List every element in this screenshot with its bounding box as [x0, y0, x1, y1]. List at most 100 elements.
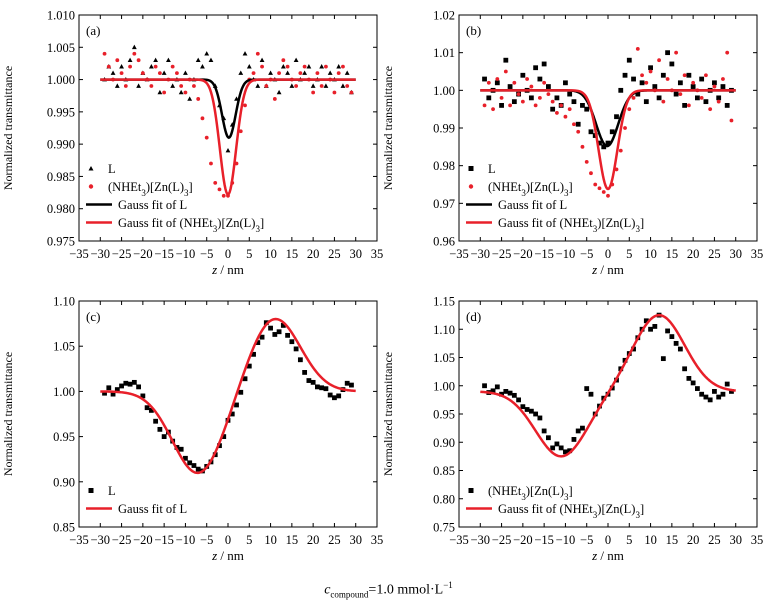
y-tick-label: 0.85 [433, 464, 455, 478]
data-point [708, 107, 713, 112]
data-point [691, 80, 696, 85]
data-point [336, 64, 342, 69]
data-point [657, 58, 661, 63]
data-point [682, 73, 687, 78]
data-point [178, 89, 184, 95]
x-tick-label: −10 [556, 247, 576, 261]
data-point [119, 71, 124, 76]
data-point [251, 71, 256, 76]
data-point [516, 397, 521, 403]
x-tick-label: 30 [349, 533, 362, 547]
data-point [558, 445, 564, 451]
data-point [246, 363, 252, 369]
data-point [110, 391, 116, 397]
x-tick-label: −15 [534, 247, 554, 261]
fit-curve [100, 317, 356, 475]
data-point [576, 129, 581, 134]
data-point [196, 97, 201, 101]
data-point [516, 92, 521, 96]
data-point [149, 84, 154, 88]
y-tick-label: 0.85 [53, 521, 75, 535]
data-point [260, 64, 264, 69]
x-tick-label: 20 [687, 247, 700, 261]
data-point [297, 357, 303, 363]
y-tick-label: 0.990 [47, 138, 75, 152]
data-point [618, 87, 624, 93]
x-tick-label: 10 [644, 533, 657, 547]
data-point [217, 187, 222, 192]
data-point [580, 425, 585, 431]
data-point [115, 58, 120, 63]
data-point [187, 460, 193, 466]
data-point [555, 111, 559, 115]
data-point [622, 72, 628, 78]
data-point [191, 463, 197, 468]
data-point [712, 84, 717, 89]
y-axis-label: Normalized transmittance [1, 66, 15, 190]
data-point [606, 193, 610, 198]
x-tick-label: 15 [286, 533, 299, 547]
data-point [550, 106, 556, 112]
y-tick-label: 1.01 [433, 46, 455, 60]
data-point [541, 428, 547, 434]
data-point [238, 70, 244, 75]
data-point [648, 69, 653, 74]
x-tick-label: 0 [225, 533, 231, 547]
data-point [652, 84, 658, 89]
data-point [580, 144, 585, 149]
x-tick-label: 20 [307, 247, 320, 261]
data-point [626, 57, 632, 63]
data-point [281, 58, 286, 63]
data-point [542, 80, 547, 85]
data-point [546, 92, 551, 96]
data-point [327, 70, 333, 75]
data-point [238, 389, 244, 395]
data-point [631, 76, 636, 82]
data-point [306, 64, 312, 69]
x-tick-label: 25 [328, 533, 341, 547]
data-point [529, 84, 534, 89]
data-point [285, 64, 290, 69]
data-point [524, 407, 530, 412]
data-point [674, 50, 679, 55]
data-point [157, 71, 162, 76]
data-point [584, 106, 590, 112]
data-point [280, 64, 286, 69]
data-point [123, 84, 128, 88]
data-point [589, 171, 593, 176]
data-point [486, 80, 491, 85]
data-point [559, 103, 564, 108]
y-tick-label: 1.000 [47, 73, 75, 87]
fit-curve [100, 78, 356, 140]
y-tick-label: 1.05 [433, 351, 455, 365]
y-tick-label: 0.75 [433, 521, 455, 535]
data-point [285, 70, 290, 75]
data-point [511, 392, 517, 398]
x-tick-label: −20 [513, 247, 533, 261]
x-tick-label: −30 [91, 533, 111, 547]
data-point [686, 103, 691, 108]
legend-label: Gauss fit of (NHEt3)[Zn(L)3] [498, 502, 644, 520]
data-point [324, 64, 328, 69]
data-point [293, 346, 299, 352]
y-tick-label: 0.80 [433, 492, 455, 506]
data-point [276, 89, 282, 95]
data-point [635, 91, 641, 97]
data-point [652, 324, 658, 329]
data-point [584, 386, 590, 391]
x-tick-label: −35 [69, 247, 89, 261]
data-point [665, 328, 670, 334]
legend-marker [88, 166, 94, 171]
data-point [499, 103, 504, 108]
data-point [525, 77, 530, 81]
data-point [639, 80, 645, 86]
data-point [349, 382, 354, 388]
data-point [669, 61, 675, 67]
data-point [508, 103, 512, 108]
data-point [482, 103, 487, 108]
x-tick-label: 20 [307, 533, 320, 547]
legend-label: Gauss fit of L [118, 502, 187, 516]
data-point [298, 71, 303, 76]
x-tick-label: −35 [449, 533, 469, 547]
data-point [345, 84, 350, 88]
